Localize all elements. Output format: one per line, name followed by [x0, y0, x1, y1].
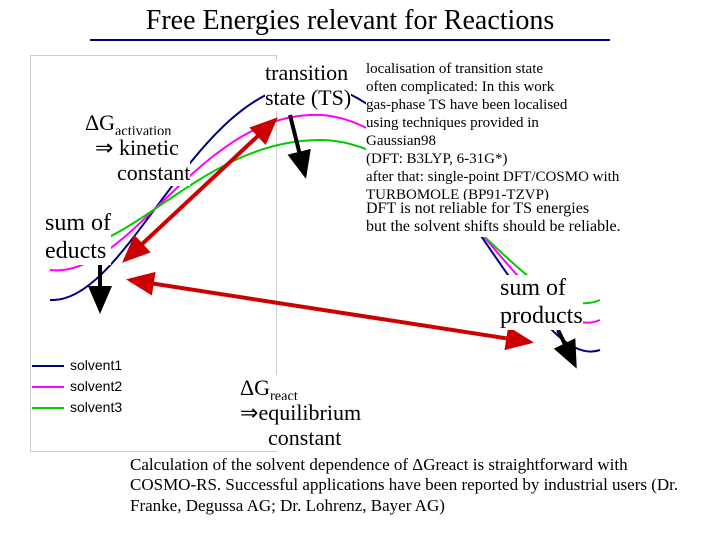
legend-label-solvent1: solvent1	[70, 355, 122, 376]
eq-line2: constant	[240, 425, 361, 450]
slide: Free Energies relevant for Reactions tra…	[0, 0, 720, 540]
delta-sym: Δ	[85, 110, 99, 135]
legend-label-solvent2: solvent2	[70, 376, 122, 397]
sum-of-products-label: sum ofproducts	[500, 275, 583, 330]
legend: solvent1 solvent2 solvent3	[32, 355, 122, 418]
delta-sym: Δ	[240, 375, 254, 400]
legend-swatch-solvent2	[32, 386, 64, 388]
kinetic-line1: kinetic	[119, 135, 179, 160]
slide-title: Free Energies relevant for Reactions	[90, 5, 610, 41]
legend-swatch-solvent1	[32, 365, 64, 367]
ts-line1: transitionstate (TS)	[265, 60, 351, 110]
legend-row-solvent1: solvent1	[32, 355, 122, 376]
legend-swatch-solvent3	[32, 407, 64, 409]
g-sym: G	[99, 110, 115, 135]
legend-row-solvent2: solvent2	[32, 376, 122, 397]
arrow-products-down	[558, 330, 575, 365]
eq-line1: equilibrium	[258, 400, 361, 425]
dft-unreliable-note: DFT is not reliable for TS energiesbut t…	[366, 200, 720, 237]
transition-state-label: transitionstate (TS)	[265, 60, 351, 111]
calculation-note: Calculation of the solvent dependence of…	[130, 455, 690, 516]
kinetic-constant-label: ⇒ kinetic constant	[95, 135, 190, 186]
dft-note: localisation of transition stateoften co…	[366, 60, 716, 204]
equilibrium-constant-label: ⇒equilibrium constant	[240, 400, 361, 451]
sum-of-educts-label: sum ofeducts	[45, 210, 111, 265]
g-sym: G	[254, 375, 270, 400]
arrow-ts-down	[290, 115, 305, 175]
arrow-sym: ⇒	[240, 400, 258, 425]
kinetic-line2: constant	[95, 160, 190, 185]
arrow-sym: ⇒	[95, 135, 113, 160]
legend-label-solvent3: solvent3	[70, 397, 122, 418]
legend-row-solvent3: solvent3	[32, 397, 122, 418]
